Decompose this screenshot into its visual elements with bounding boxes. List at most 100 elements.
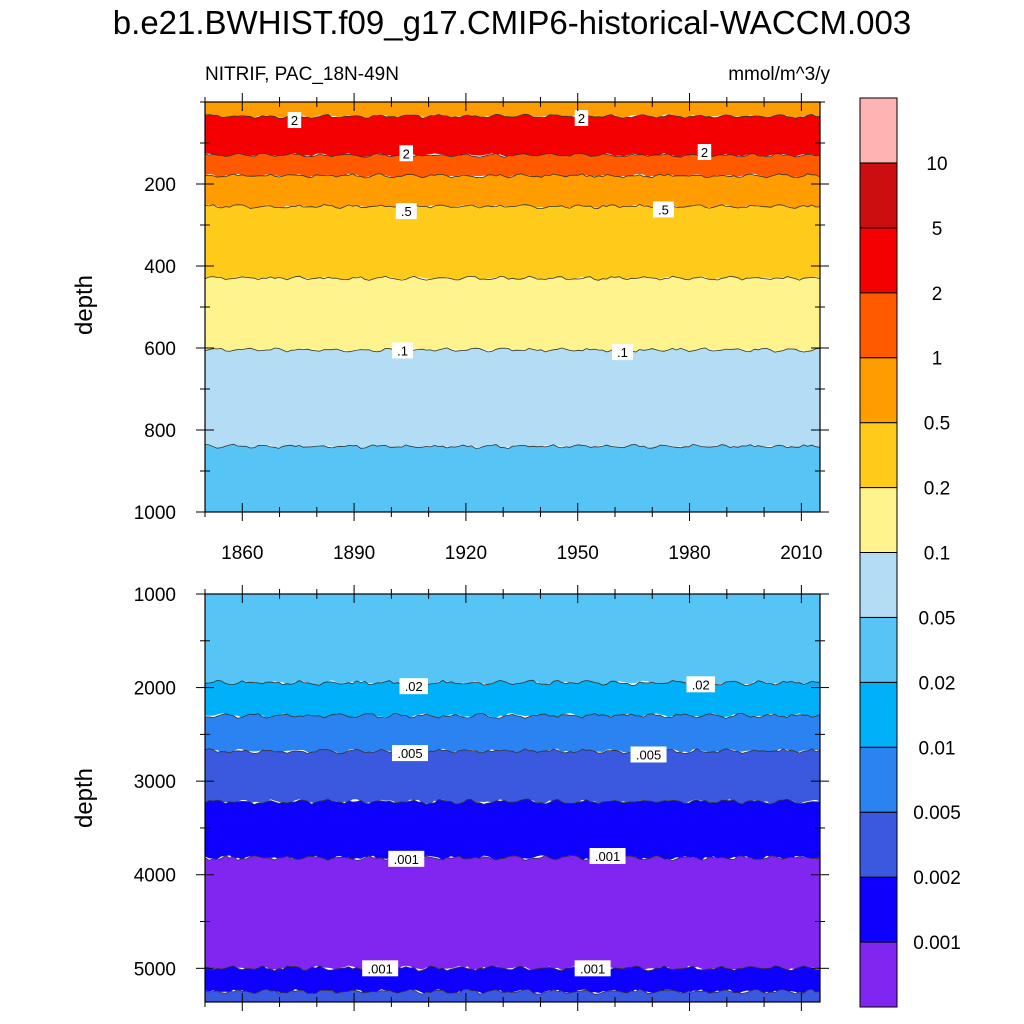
svg-text:2: 2 [403,146,410,161]
x-tick-label: 1920 [445,543,487,564]
colorbar-label: 0.005 [913,803,961,824]
contour-line [205,712,820,719]
contour-band [205,444,820,512]
contour-line [205,679,820,687]
svg-text:.005: .005 [397,746,422,761]
svg-text:.02: .02 [692,677,710,692]
chart-title: b.e21.BWHIST.f09_g17.CMIP6-historical-WA… [112,4,912,41]
contour-band [205,114,820,158]
y-tick-label: 1000 [134,585,176,606]
colorbar-swatch [859,227,898,294]
colorbar-swatch [859,616,898,683]
x-tick-label: 1860 [221,543,263,564]
svg-text:2: 2 [701,145,708,160]
lower-panel: .02 .02 .005 .005 .001 .001 .001 .001 1000 2000 30… [71,585,829,1011]
contour-label: 2 [574,109,589,126]
colorbar-swatch [859,292,898,359]
contour-band [205,713,820,754]
contour-label: 2 [697,144,712,161]
colorbar-swatch [859,487,898,554]
contour-band [205,799,820,861]
contour-label: 2 [287,112,302,129]
y-tick-label: 3000 [134,772,176,793]
svg-text:.5: .5 [658,202,669,217]
y-axis-title: depth [71,275,98,335]
contour-band [205,748,820,805]
x-tick-label: 2010 [780,543,822,564]
contour-label: .1 [392,342,414,359]
contour-band [205,153,820,178]
contour-band [205,102,820,119]
svg-text:.1: .1 [397,343,408,358]
colorbar-label: 0.002 [913,868,961,889]
svg-text:.001: .001 [394,852,419,867]
x-tick-label: 1950 [557,543,599,564]
contour-label: 2 [399,145,414,162]
contour-label: .1 [611,344,633,361]
contour-label: .02 [686,676,715,693]
colorbar-label: 5 [932,219,943,240]
y-tick-label: 2000 [134,679,176,700]
y-tick-label: 5000 [134,959,176,980]
colorbar-label: 0.2 [924,479,950,500]
y-tick-label: 800 [144,421,176,442]
contour-label: .005 [392,745,428,762]
colorbar-label: 10 [926,154,947,175]
y-tick-label: 4000 [134,866,176,887]
y-tick-label: 200 [144,175,176,196]
svg-text:2: 2 [291,113,298,128]
contour-label: .005 [630,746,667,763]
colorbar-label: 0.05 [919,608,956,629]
contour-band [205,855,820,971]
contour-line [205,275,820,281]
contour-band [205,173,820,209]
contour-line [205,152,820,158]
colorbar-swatch [859,552,898,618]
y-tick-label: 400 [144,257,176,278]
colorbar-label: 0.02 [919,673,956,694]
contour-band [205,594,820,686]
upper-panel: 2 2 2 2 .5 .5 .1 .1 200 400 600 800 1000 depth 1860 189… [71,93,829,564]
contour-band [205,965,820,995]
units-label: mmol/m^3/y [728,64,830,85]
contour-label: .001 [362,960,399,977]
y-tick-label: 600 [144,339,176,360]
contour-label: .5 [652,201,674,218]
colorbar-swatch [859,811,898,878]
variable-region-label: NITRIF, PAC_18N-49N [205,64,399,85]
contour-band [205,276,820,353]
contour-line [205,347,820,353]
contour-fills: 2 2 2 2 .5 .5 .1 .1 [205,102,820,512]
colorbar-swatch [859,97,898,164]
colorbar-label: 1 [932,349,943,370]
colorbar-swatch [859,162,898,229]
contour-band [205,989,820,1002]
svg-text:.001: .001 [368,961,393,976]
contour-label: .02 [399,678,428,695]
plot-frame [204,593,821,1003]
contour-line [205,798,820,805]
y-axis-title: depth [71,768,98,828]
contour-line [205,854,820,862]
svg-text:.5: .5 [401,204,412,219]
contour-label: .001 [574,960,611,977]
contour-line [205,203,820,210]
colorbar-swatch [859,746,898,813]
colorbar-label: 0.1 [924,544,950,565]
contour-band [205,204,820,281]
svg-text:.001: .001 [580,961,605,976]
contour-label: .001 [388,850,425,867]
colorbar-swatch [859,681,898,748]
colorbar-swatch [859,422,898,489]
y-tick-label: 1000 [134,503,176,524]
contour-line [205,965,820,972]
svg-text:.02: .02 [405,679,423,694]
contour-line [205,173,820,179]
colorbar-swatch [859,876,898,943]
x-tick-label: 1980 [668,543,710,564]
colorbar-swatch [859,941,898,1008]
contour-line [205,988,820,995]
contour-label: .5 [395,203,417,220]
svg-text:.005: .005 [636,747,661,762]
